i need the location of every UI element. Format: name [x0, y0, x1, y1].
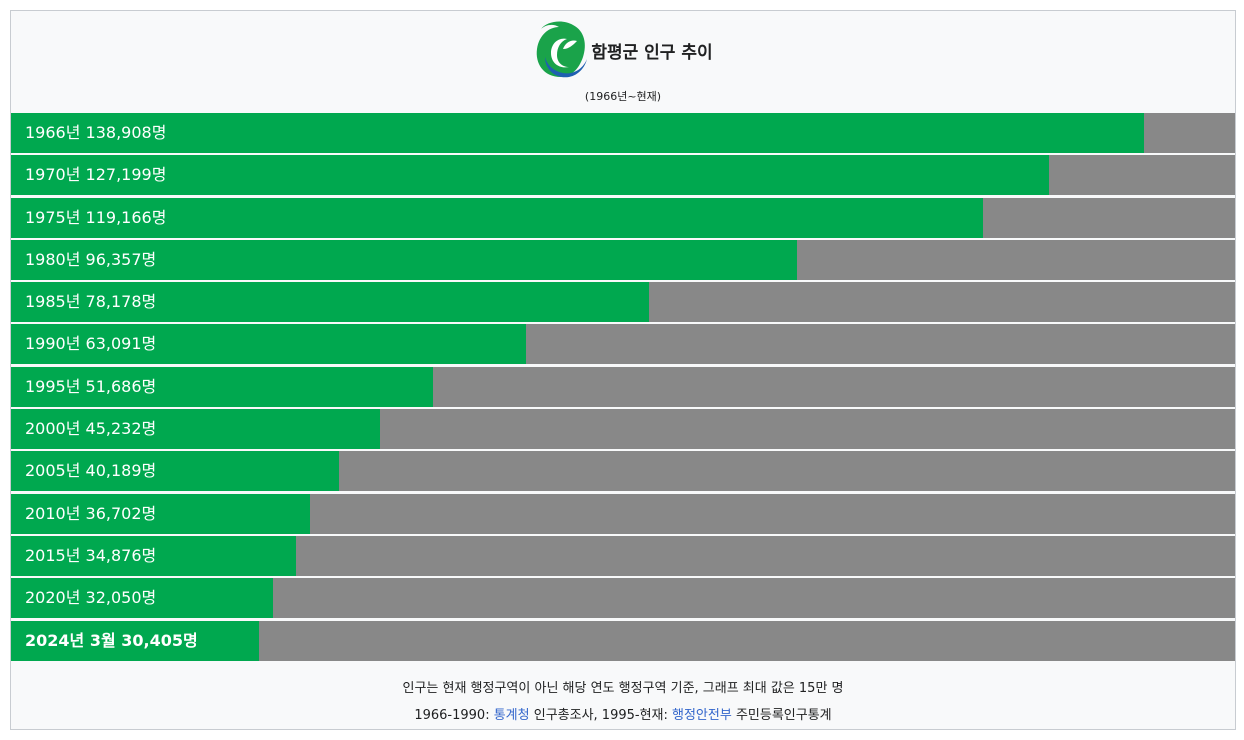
hampyeong-logo-icon [537, 21, 588, 78]
footer-note: 인구는 현재 행정구역이 아닌 해당 연도 행정구역 기준, 그래프 최대 값은… [402, 681, 844, 696]
footer-source: 1966-1990: 통계청 인구총조사, 1995-현재: 행정안전부 주민등… [11, 704, 1235, 723]
bar-1985 [11, 282, 649, 323]
bar-1990 [11, 324, 526, 365]
chart-subtitle: (1966년~현재) [584, 90, 662, 103]
bar-label-2020: 2020년 32,050명 [25, 588, 157, 608]
statistics-korea-link[interactable]: 통계청 [493, 708, 530, 723]
bar-2020 [11, 578, 273, 619]
bar-label-2015: 2015년 34,876명 [25, 545, 157, 565]
bar-row: 1970년 127,199명 [11, 155, 1235, 196]
bar-row: 2020년 32,050명 [11, 578, 1235, 619]
bar-label-1970: 1970년 127,199명 [25, 165, 167, 185]
bar-1980 [11, 239, 798, 280]
source1-text: 인구총조사, 1995-현재: [529, 708, 673, 723]
bar-2005 [11, 451, 339, 492]
source2-text: 주민등록인구통계 [731, 708, 832, 723]
bar-2024 [11, 620, 260, 661]
bar-row: 2015년 34,876명 [11, 535, 1235, 576]
bar-1995 [11, 366, 433, 407]
bar-row: 1966년 138,908명 [11, 113, 1235, 153]
chart-title: 함평군 인구 추이 [591, 42, 713, 63]
bar-1970 [11, 155, 1049, 196]
title-row: 함평군 인구 추이 [11, 19, 1235, 81]
bar-label-2010: 2010년 36,702명 [25, 503, 157, 523]
bar-label-1980: 1980년 96,357명 [25, 249, 157, 269]
bar-row: 1990년 63,091명 [11, 324, 1235, 365]
bar-2010 [11, 493, 311, 534]
bar-row: 2010년 36,702명 [11, 493, 1235, 534]
bar-label-2024: 2024년 3월 30,405명 [25, 630, 198, 650]
bar-1975 [11, 197, 984, 238]
bar-label-2005: 2005년 40,189명 [25, 461, 157, 481]
bar-label-2000: 2000년 45,232명 [25, 419, 157, 439]
bar-1966 [11, 113, 1145, 153]
ministry-interior-link[interactable]: 행정안전부 [672, 708, 732, 723]
bar-row: 1995년 51,686명 [11, 366, 1235, 407]
bar-label-1975: 1975년 119,166명 [25, 207, 167, 227]
chart-frame: 함평군 인구 추이 (1966년~현재) 1966년 138,908명 1970년… [10, 10, 1236, 730]
chart-header: 함평군 인구 추이 (1966년~현재) [11, 11, 1235, 113]
bar-2015 [11, 535, 296, 576]
bar-row: 2024년 3월 30,405명 [11, 620, 1235, 661]
bar-label-1966: 1966년 138,908명 [25, 123, 167, 142]
bar-row: 2000년 45,232명 [11, 409, 1235, 450]
bar-label-1990: 1990년 63,091명 [25, 334, 157, 354]
bar-row: 2005년 40,189명 [11, 451, 1235, 492]
bar-row: 1985년 78,178명 [11, 282, 1235, 323]
source-prefix: 1966-1990: [414, 708, 494, 723]
bar-label-1985: 1985년 78,178명 [25, 292, 157, 312]
bar-row: 1980년 96,357명 [11, 239, 1235, 280]
bar-row: 1975년 119,166명 [11, 197, 1235, 238]
bar-list: 1966년 138,908명 1970년 127,199명 1975년 119,16… [11, 113, 1235, 663]
bar-2000 [11, 409, 381, 450]
bar-label-1995: 1995년 51,686명 [25, 376, 157, 396]
